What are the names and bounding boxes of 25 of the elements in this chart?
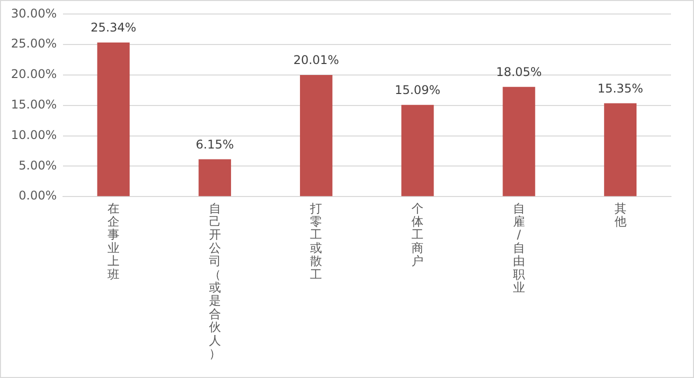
data-label: 15.09% [394, 82, 440, 97]
y-tick-label: 25.00% [10, 36, 57, 51]
x-tick-label: 个体工商户 [412, 201, 424, 268]
bar [198, 159, 232, 196]
y-tick-label: 20.00% [10, 67, 57, 82]
data-label: 18.05% [496, 64, 542, 79]
y-tick-label: 15.00% [10, 98, 57, 112]
data-label: 6.15% [196, 137, 234, 152]
x-tick-label: 在企事业上班 [107, 201, 120, 282]
bar [502, 86, 536, 196]
y-tick-label: 30.00% [10, 6, 57, 20]
x-tick-label: 打零工或散工 [309, 201, 322, 282]
y-tick-label: 10.00% [10, 128, 57, 142]
data-label: 25.34% [90, 20, 136, 35]
y-tick-label: 0.00% [18, 188, 57, 203]
bar [401, 104, 434, 196]
x-tick-label: 其他 [614, 201, 626, 229]
x-tick-label: 自雇/自由职业 [512, 201, 525, 295]
bar [97, 42, 130, 196]
y-tick-label: 5.00% [18, 158, 57, 172]
category-label: 自己开公司（或是合伙人） [208, 201, 221, 361]
bar [300, 74, 332, 196]
data-label: 15.35% [597, 81, 644, 96]
data-label: 20.01% [293, 53, 340, 68]
bar [604, 103, 637, 196]
